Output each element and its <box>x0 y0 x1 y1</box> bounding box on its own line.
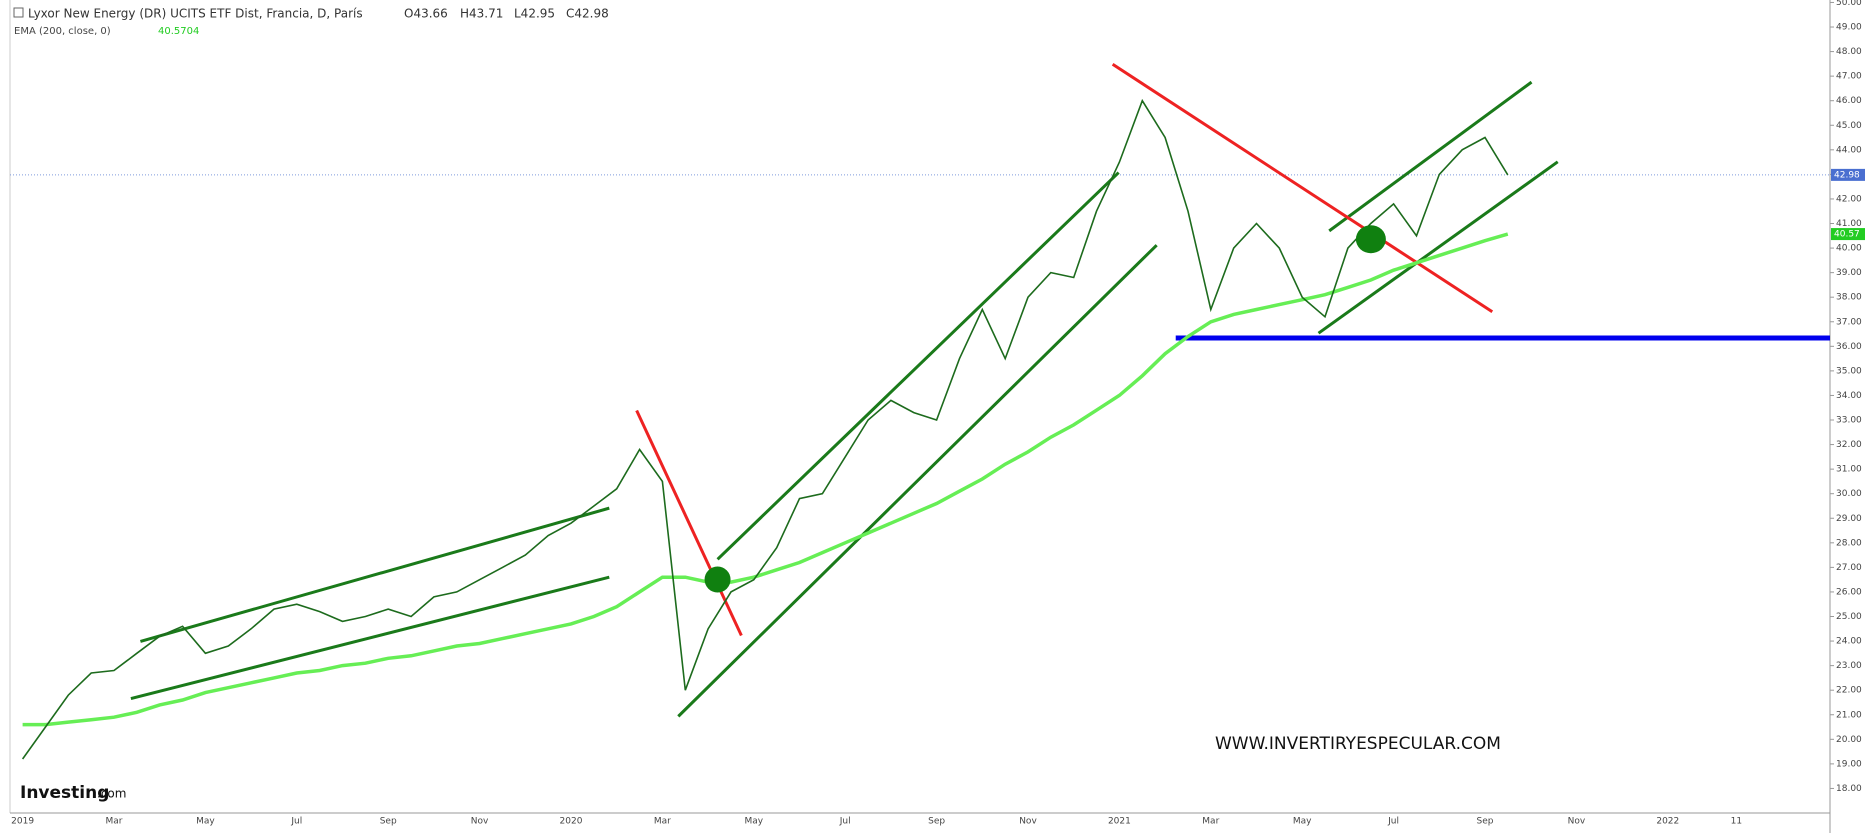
x-tick-label: May <box>196 817 215 827</box>
price-marker-label: 42.98 <box>1834 170 1860 180</box>
trendline <box>677 244 1158 718</box>
x-tick-label: Nov <box>1568 817 1586 827</box>
trendline <box>1111 63 1494 314</box>
y-tick-label: 37.00 <box>1836 317 1862 327</box>
y-tick-label: 47.00 <box>1836 72 1862 82</box>
y-tick-label: 46.00 <box>1836 96 1862 106</box>
price-marker-label: 40.57 <box>1834 230 1860 240</box>
symbol-title: Lyxor New Energy (DR) UCITS ETF Dist, Fr… <box>28 7 363 21</box>
y-tick-label: 25.00 <box>1836 612 1862 622</box>
x-tick-label: May <box>1293 817 1312 827</box>
price-line-series <box>21 98 1509 760</box>
trendline <box>1328 80 1533 233</box>
logo-brand: Investing <box>20 783 109 803</box>
price-marker <box>1831 228 1865 241</box>
watermark: WWW.INVERTIRYESPECULAR.COM <box>1215 734 1501 754</box>
y-tick-label: 28.00 <box>1836 538 1862 548</box>
x-tick-label: Jul <box>1387 817 1399 827</box>
y-tick-label: 32.00 <box>1836 440 1862 450</box>
y-tick-label: 29.00 <box>1836 514 1862 524</box>
y-tick-label: 44.00 <box>1836 145 1862 155</box>
ema-line <box>22 232 1509 727</box>
trendline <box>635 409 743 637</box>
y-tick-label: 27.00 <box>1836 563 1862 573</box>
y-tick-label: 40.00 <box>1836 244 1862 254</box>
x-tick-label: Jul <box>839 817 851 827</box>
y-tick-label: 42.00 <box>1836 194 1862 204</box>
x-tick-label: Jul <box>290 817 302 827</box>
x-tick-label: 2020 <box>560 817 583 827</box>
y-tick-label: 34.00 <box>1836 391 1862 401</box>
x-tick-label: Mar <box>1202 817 1219 827</box>
y-tick-label: 35.00 <box>1836 366 1862 376</box>
y-tick-label: 23.00 <box>1836 661 1862 671</box>
y-tick-label: 18.00 <box>1836 784 1862 794</box>
trendline <box>130 575 610 700</box>
collapse-icon[interactable] <box>13 7 24 18</box>
y-tick-label: 21.00 <box>1836 710 1862 720</box>
indicator-name: EMA (200, close, 0) <box>14 26 111 37</box>
logo-suffix: .com <box>97 787 126 801</box>
price-marker <box>1831 168 1865 181</box>
y-tick-label: 41.00 <box>1836 219 1862 229</box>
y-tick-label: 36.00 <box>1836 342 1862 352</box>
x-tick-label: May <box>744 817 763 827</box>
y-tick-label: 31.00 <box>1836 465 1862 475</box>
indicator-value: 40.5704 <box>158 26 199 37</box>
y-tick-label: 49.00 <box>1836 23 1862 33</box>
y-tick-label: 48.00 <box>1836 47 1862 57</box>
y-tick-label: 20.00 <box>1836 735 1862 745</box>
low-value: L42.95 <box>514 7 555 21</box>
x-tick-label: Sep <box>928 817 945 827</box>
high-value: H43.71 <box>460 7 503 21</box>
y-tick-label: 19.00 <box>1836 759 1862 769</box>
x-tick-label: 11 <box>1731 817 1742 827</box>
x-tick-label: Nov <box>1019 817 1037 827</box>
y-tick-label: 38.00 <box>1836 293 1862 303</box>
x-tick-label: 2022 <box>1656 817 1679 827</box>
close-value: C42.98 <box>566 7 609 21</box>
y-tick-label: 22.00 <box>1836 686 1862 696</box>
y-tick-label: 45.00 <box>1836 121 1862 131</box>
y-tick-label: 24.00 <box>1836 637 1862 647</box>
x-tick-label: 2019 <box>11 817 34 827</box>
x-tick-label: Nov <box>471 817 489 827</box>
x-tick-label: Mar <box>654 817 671 827</box>
signal-dot <box>1355 225 1386 254</box>
y-tick-label: 33.00 <box>1836 416 1862 426</box>
x-tick-label: 2021 <box>1108 817 1131 827</box>
y-tick-label: 26.00 <box>1836 587 1862 597</box>
y-tick-label: 39.00 <box>1836 268 1862 278</box>
x-tick-label: Sep <box>1477 817 1494 827</box>
trendline <box>716 171 1120 561</box>
open-value: O43.66 <box>404 7 448 21</box>
y-tick-label: 50.00 <box>1836 0 1862 8</box>
trendline <box>1317 160 1559 335</box>
y-tick-label: 30.00 <box>1836 489 1862 499</box>
signal-dot <box>704 566 731 593</box>
x-tick-label: Sep <box>380 817 397 827</box>
x-tick-label: Mar <box>106 817 123 827</box>
trendline <box>140 506 610 643</box>
